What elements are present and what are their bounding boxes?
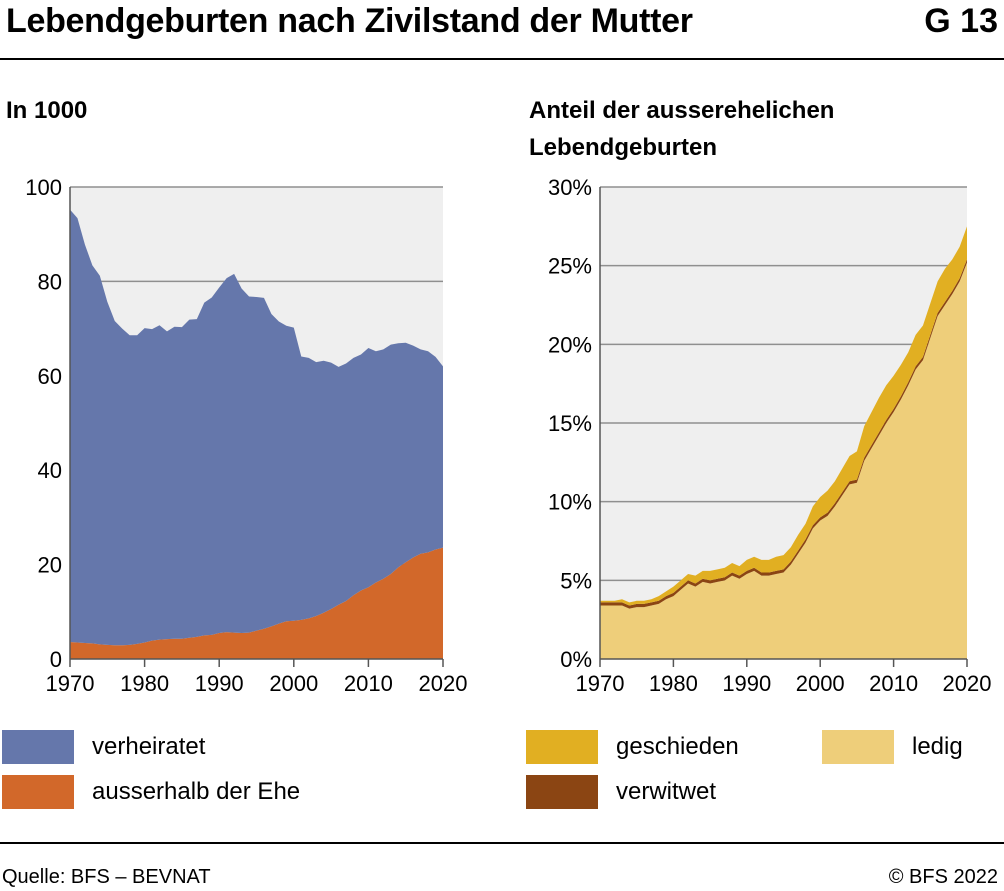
legend-label-ausserhalb: ausserhalb der Ehe (92, 778, 301, 805)
y-tick-label: 20% (548, 332, 592, 357)
legend-label-ledig: ledig (912, 733, 963, 760)
legend-label-verheiratet: verheiratet (92, 733, 206, 760)
y-tick-label: 15% (548, 411, 592, 436)
y-tick-label: 0 (50, 647, 62, 672)
x-tick-label: 1970 (46, 671, 95, 696)
y-tick-label: 5% (560, 568, 592, 593)
right-chart-subtitle: Anteil der ausserehelichen Lebendgeburte… (529, 97, 835, 161)
area-ledig (600, 262, 967, 659)
legend-label-verwitwet: verwitwet (616, 778, 717, 805)
y-tick-label: 60 (38, 364, 62, 389)
x-tick-label: 1970 (576, 671, 625, 696)
y-tick-label: 0% (560, 647, 592, 672)
x-tick-label: 1980 (649, 671, 698, 696)
area-verheiratet (70, 209, 443, 646)
x-tick-label: 2000 (269, 671, 318, 696)
source-note: Quelle: BFS – BEVNAT (2, 866, 211, 888)
y-tick-label: 10% (548, 490, 592, 515)
area-ausserhalb-der-ehe (70, 547, 443, 659)
y-tick-label: 30% (548, 175, 592, 200)
bottom-divider (0, 842, 1004, 844)
legend-swatch-ausserhalb (2, 775, 74, 809)
x-tick-label: 2020 (419, 671, 468, 696)
x-tick-label: 2000 (796, 671, 845, 696)
legend-swatch-verheiratet (2, 730, 74, 764)
legend-swatch-ledig (822, 730, 894, 764)
x-tick-label: 1990 (195, 671, 244, 696)
y-tick-label: 80 (38, 269, 62, 294)
legend-swatch-verwitwet (526, 775, 598, 809)
x-tick-label: 1990 (722, 671, 771, 696)
copyright-note: © BFS 2022 (888, 866, 998, 888)
x-tick-label: 1980 (120, 671, 169, 696)
right-area-chart: 0% 5% 10% 15% 20% 25% 30% 1970 1980 1990 2000 2010 2… (548, 175, 992, 696)
x-tick-label: 2010 (869, 671, 918, 696)
left-chart-subtitle: In 1000 (6, 97, 88, 124)
x-tick-label: 2020 (943, 671, 992, 696)
y-tick-label: 25% (548, 254, 592, 279)
legend-swatch-geschieden (526, 730, 598, 764)
graphic-number: G 13 (924, 2, 998, 40)
chart-title: Lebendgeburten nach Zivilstand der Mutte… (6, 2, 693, 40)
y-tick-label: 40 (38, 458, 62, 483)
y-tick-label: 20 (38, 553, 62, 578)
y-tick-label: 100 (25, 175, 62, 200)
x-tick-label: 2010 (344, 671, 393, 696)
left-area-chart: 0 20 40 60 80 100 1970 1980 1990 2000 2010 2020 (25, 175, 467, 696)
legend-label-geschieden: geschieden (616, 733, 739, 760)
top-divider (0, 58, 1004, 60)
